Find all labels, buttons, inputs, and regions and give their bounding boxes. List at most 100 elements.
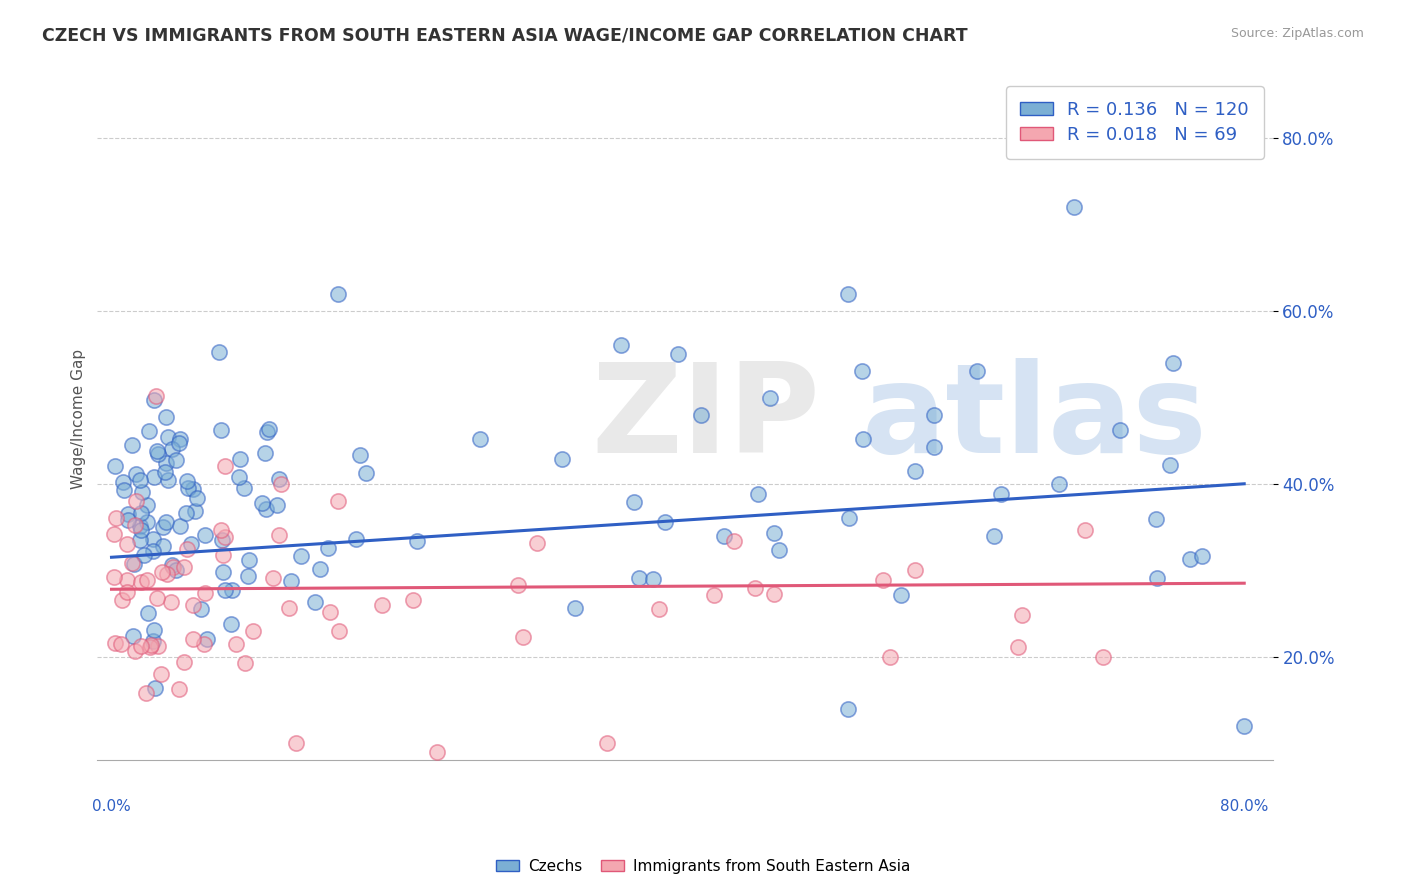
Point [406, 533, 429, 548]
Point [169, 432, 191, 446]
Point [124, 644, 146, 658]
Point [209, 523, 232, 537]
Point [744, 581, 766, 595]
Point [129, 519, 152, 533]
Point [103, 527, 125, 541]
Point [139, 640, 162, 654]
Point [105, 510, 128, 524]
Point [253, 446, 276, 460]
Point [526, 536, 548, 550]
Point [155, 410, 177, 425]
Point [610, 338, 633, 352]
Point [129, 639, 152, 653]
Point [1007, 640, 1029, 654]
Point [1163, 356, 1185, 370]
Point [759, 391, 782, 405]
Point [195, 632, 218, 646]
Text: CZECH VS IMMIGRANTS FROM SOUTH EASTERN ASIA WAGE/INCOME GAP CORRELATION CHART: CZECH VS IMMIGRANTS FROM SOUTH EASTERN A… [42, 27, 967, 45]
Point [326, 494, 349, 508]
Point [173, 559, 195, 574]
Point [983, 529, 1005, 543]
Point [872, 573, 894, 587]
Text: 0.0%: 0.0% [93, 799, 131, 814]
Point [209, 423, 232, 437]
Point [564, 600, 586, 615]
Point [628, 571, 651, 585]
Point [145, 681, 167, 695]
Point [654, 515, 676, 529]
Point [1178, 552, 1201, 566]
Point [512, 630, 534, 644]
Point [270, 476, 292, 491]
Point [254, 502, 277, 516]
Point [838, 511, 860, 525]
Point [228, 470, 250, 484]
Point [131, 485, 153, 500]
Point [156, 430, 179, 444]
Point [1049, 477, 1071, 491]
Point [142, 532, 165, 546]
Point [212, 566, 235, 580]
Point [174, 506, 197, 520]
Point [269, 473, 291, 487]
Y-axis label: Wage/Income Gap: Wage/Income Gap [72, 349, 86, 489]
Point [112, 483, 135, 497]
Point [990, 487, 1012, 501]
Point [506, 578, 529, 592]
Point [666, 347, 689, 361]
Point [143, 624, 166, 638]
Point [153, 466, 176, 480]
Point [402, 592, 425, 607]
Point [256, 425, 278, 440]
Point [176, 542, 198, 557]
Point [135, 686, 157, 700]
Point [173, 655, 195, 669]
Point [121, 438, 143, 452]
Point [966, 364, 988, 378]
Point [278, 601, 301, 615]
Point [1109, 423, 1132, 437]
Point [349, 448, 371, 462]
Point [318, 541, 340, 556]
Point [250, 496, 273, 510]
Point [194, 528, 217, 542]
Point [136, 515, 159, 529]
Point [165, 563, 187, 577]
Point [924, 440, 946, 454]
Point [129, 507, 152, 521]
Point [136, 573, 159, 587]
Point [723, 533, 745, 548]
Point [167, 681, 190, 696]
Point [134, 549, 156, 563]
Point [326, 286, 349, 301]
Point [136, 606, 159, 620]
Point [143, 392, 166, 407]
Point [149, 666, 172, 681]
Point [121, 557, 143, 571]
Point [890, 588, 912, 602]
Point [266, 498, 288, 512]
Point [1159, 458, 1181, 472]
Point [111, 593, 134, 607]
Point [470, 432, 492, 446]
Point [623, 495, 645, 509]
Point [193, 637, 215, 651]
Point [186, 491, 208, 505]
Point [309, 562, 332, 576]
Point [690, 408, 713, 422]
Point [156, 473, 179, 487]
Point [177, 481, 200, 495]
Point [354, 466, 377, 480]
Point [370, 598, 392, 612]
Point [176, 474, 198, 488]
Point [319, 605, 342, 619]
Legend: R = 0.136   N = 120, R = 0.018   N = 69: R = 0.136 N = 120, R = 0.018 N = 69 [1007, 87, 1264, 159]
Text: ZIP: ZIP [591, 359, 820, 479]
Point [122, 629, 145, 643]
Point [115, 573, 138, 587]
Point [211, 533, 233, 547]
Point [148, 447, 170, 461]
Point [904, 464, 927, 478]
Point [104, 636, 127, 650]
Point [233, 482, 256, 496]
